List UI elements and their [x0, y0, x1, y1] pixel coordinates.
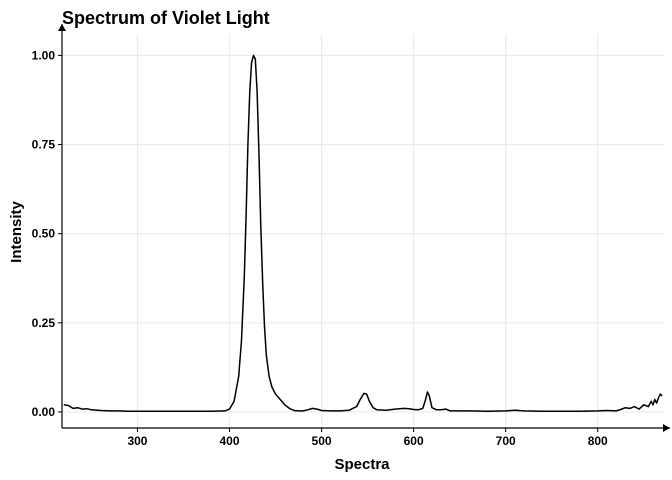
- y-tick-label: 0.00: [32, 405, 56, 419]
- x-tick-label: 700: [496, 434, 516, 448]
- y-tick-label: 0.75: [32, 138, 56, 152]
- chart-title: Spectrum of Violet Light: [62, 8, 270, 28]
- grid-layer: [62, 34, 664, 428]
- labels-layer: 300 400 500 600 700 800 0.00 0.25 0.50 0.75 1.00: [32, 48, 608, 448]
- x-tick-label: 400: [220, 434, 240, 448]
- y-tick-label: 0.50: [32, 227, 56, 241]
- x-tick-label: 800: [588, 434, 608, 448]
- x-tick-label: 500: [312, 434, 332, 448]
- axes-layer: [58, 24, 670, 432]
- y-axis-arrow: [58, 24, 66, 31]
- x-tick-label: 600: [404, 434, 424, 448]
- x-axis-title: Spectra: [334, 456, 390, 473]
- x-axis-arrow: [663, 424, 670, 432]
- series-layer: [63, 54, 663, 412]
- spectrum-line: [63, 54, 663, 412]
- y-tick-label: 0.25: [32, 316, 56, 330]
- x-tick-label: 300: [127, 434, 147, 448]
- y-axis-title: Intensity: [8, 201, 25, 263]
- y-tick-label: 1.00: [32, 48, 56, 62]
